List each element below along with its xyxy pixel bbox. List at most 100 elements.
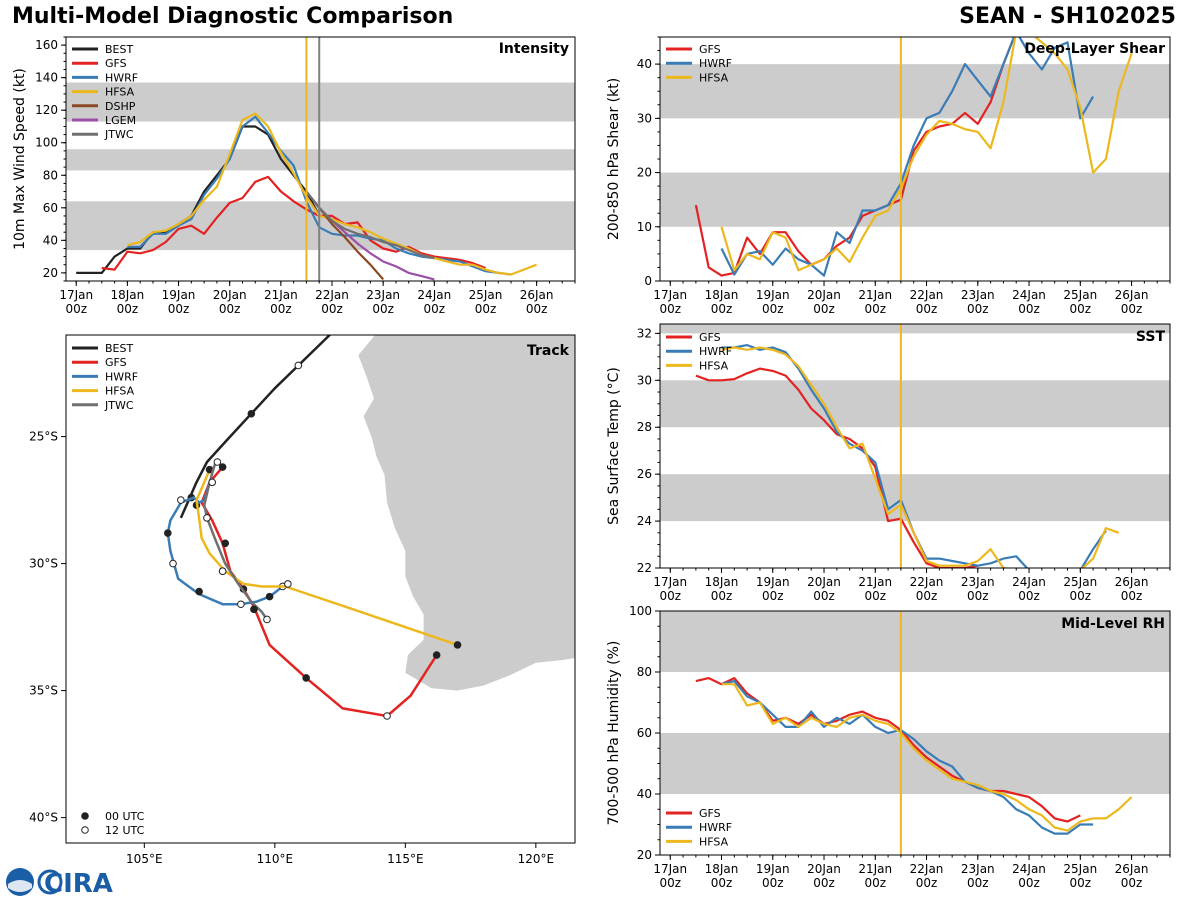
marker-legend-symbol: [81, 826, 89, 834]
y-tick-label: 20: [43, 266, 58, 280]
legend-label: LGEM: [105, 114, 136, 127]
x-tick-label: 00z: [864, 876, 886, 890]
track-line-jtwc: [203, 464, 269, 621]
cira-logo: CIRA: [4, 866, 114, 898]
legend-label: HFSA: [699, 359, 729, 372]
x-tick-label: 18Jan: [110, 288, 144, 302]
panel-title: Deep-Layer Shear: [1024, 41, 1165, 57]
x-tick-label: 23Jan: [961, 575, 995, 589]
x-tick-label: 00z: [168, 302, 190, 316]
x-tick-label: 00z: [864, 589, 886, 603]
x-tick-label: 20Jan: [213, 288, 247, 302]
x-tick-label: 00z: [270, 302, 292, 316]
storm-id: SEAN - SH102025: [959, 4, 1176, 29]
x-tick-label: 00z: [762, 589, 784, 603]
legend-label: BEST: [105, 43, 133, 56]
series-line-hwrf: [721, 679, 1094, 835]
legend-label: GFS: [105, 356, 127, 369]
x-tick-label: 21Jan: [858, 862, 892, 876]
track-point: [250, 605, 258, 614]
panel-title: Intensity: [499, 41, 569, 57]
x-tick-label: 20Jan: [807, 575, 841, 589]
y-tick-label: 25°S: [29, 430, 58, 444]
x-tick-label: 00z: [372, 302, 394, 316]
track-point: [213, 458, 222, 466]
legend-item-gfs: GFS: [666, 807, 721, 820]
series-line-jtwc: [305, 190, 435, 260]
series-line-hfsa: [720, 37, 1133, 272]
track-point: [218, 463, 227, 471]
y-tick-label: 100: [35, 136, 58, 150]
legend-item-gfs: GFS: [72, 356, 127, 369]
x-tick-label: 22Jan: [910, 575, 944, 589]
y-tick-label: 30°S: [29, 557, 58, 571]
x-tick-label: 00z: [1070, 302, 1092, 316]
track-point: [284, 580, 292, 588]
series-line-best: [76, 125, 321, 274]
x-tick-label: 00z: [321, 302, 343, 316]
marker-legend-label: 12 UTC: [105, 824, 145, 837]
x-tick-label: 110°E: [257, 852, 294, 866]
track-point: [265, 592, 274, 601]
x-tick-label: 21Jan: [858, 288, 892, 302]
shaded-band: [66, 149, 575, 171]
x-tick-label: 00z: [65, 302, 87, 316]
series-line-gfs: [101, 175, 486, 271]
panel-title: Mid-Level RH: [1061, 616, 1165, 632]
x-tick-label: 20Jan: [807, 862, 841, 876]
legend-item-jtwc: JTWC: [72, 128, 134, 141]
x-tick-label: 23Jan: [961, 862, 995, 876]
x-tick-label: 00z: [711, 302, 733, 316]
x-tick-label: 24Jan: [1012, 862, 1046, 876]
legend-item-hwrf: HWRF: [666, 345, 732, 358]
series-group: [694, 37, 1133, 277]
track-point: [208, 478, 216, 487]
x-tick-label: 17Jan: [653, 575, 687, 589]
y-tick-label: 40: [43, 233, 58, 247]
australia-landmass: [358, 335, 575, 691]
x-tick-label: 17Jan: [59, 288, 93, 302]
y-tick-label: 30: [637, 373, 652, 387]
legend-item-hwrf: HWRF: [72, 71, 138, 84]
x-tick-label: 23Jan: [366, 288, 400, 302]
track-point: [294, 361, 303, 370]
legend-label: HWRF: [105, 370, 138, 383]
x-tick-label: 18Jan: [705, 862, 739, 876]
legend-label: BEST: [105, 342, 133, 355]
x-tick-label: 26Jan: [1115, 575, 1149, 589]
y-tick-label: 26: [637, 467, 652, 481]
y-tick-label: 22: [637, 561, 652, 575]
y-tick-label: 140: [35, 71, 58, 85]
x-tick-label: 26Jan: [1115, 862, 1149, 876]
marker-legend-item: 12 UTC: [81, 824, 145, 837]
legend-item-gfs: GFS: [72, 57, 127, 70]
x-tick-label: 22Jan: [315, 288, 349, 302]
shaded-band: [66, 82, 575, 122]
track-point: [203, 514, 211, 522]
series-group: [76, 112, 537, 281]
x-tick-label: 115°E: [387, 852, 424, 866]
plot-frame: [659, 323, 1171, 569]
track-point: [263, 615, 271, 624]
y-tick-label: 20: [637, 166, 652, 180]
x-tick-label: 00z: [659, 302, 681, 316]
legend-item-dshp: DSHP: [72, 100, 136, 113]
x-tick-label: 24Jan: [1012, 288, 1046, 302]
shaded-band: [660, 324, 1170, 334]
legend-label: HFSA: [699, 71, 729, 84]
shaded-band: [660, 380, 1170, 428]
x-tick-label: 24Jan: [417, 288, 451, 302]
x-tick-label: 25Jan: [1063, 288, 1097, 302]
legend-item-hfsa: HFSA: [72, 385, 135, 398]
y-tick-label: 40: [637, 787, 652, 801]
x-tick-label: 120°E: [518, 852, 555, 866]
x-tick-label: 00z: [813, 876, 835, 890]
shaded-band: [660, 474, 1170, 522]
x-tick-label: 21Jan: [858, 575, 892, 589]
legend-label: HFSA: [105, 385, 135, 398]
x-tick-label: 00z: [659, 589, 681, 603]
panel-intensity: 2040608010012014016017Jan00z18Jan00z19Ja…: [12, 36, 576, 316]
shaded-band: [660, 64, 1170, 119]
x-tick-label: 00z: [762, 302, 784, 316]
panel-sst: 22242628303217Jan00z18Jan00z19Jan00z20Ja…: [606, 323, 1171, 603]
